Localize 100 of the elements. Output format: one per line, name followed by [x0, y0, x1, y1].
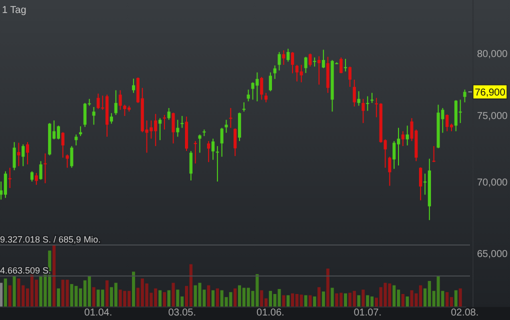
bar [300, 294, 303, 307]
bar [362, 290, 365, 307]
bar [88, 276, 91, 307]
bar [458, 288, 462, 307]
candlestick [357, 90, 360, 106]
candlestick [66, 154, 69, 168]
bar [216, 288, 219, 307]
candlestick [167, 108, 170, 120]
bar [406, 296, 409, 307]
bar [118, 290, 122, 307]
bar [357, 295, 360, 307]
candlestick [189, 150, 192, 181]
bar [286, 295, 290, 307]
candlestick [396, 127, 400, 166]
candlestick [388, 156, 392, 186]
candlestick [123, 104, 126, 116]
candlestick [304, 56, 308, 74]
bar [12, 276, 16, 307]
candlestick [322, 49, 325, 69]
bar [158, 290, 162, 307]
candlestick [61, 132, 64, 158]
bar [92, 287, 96, 307]
candlestick [344, 58, 348, 72]
bar [70, 284, 74, 307]
candlestick [74, 134, 78, 146]
bar [396, 290, 400, 307]
candlestick [180, 115, 184, 128]
y-tick-label: 75,000 [477, 111, 508, 122]
candlestick [348, 66, 352, 88]
bar [176, 290, 180, 307]
candlestick [282, 50, 286, 66]
candlestick [432, 146, 436, 163]
candlestick [96, 93, 100, 110]
bar [211, 290, 215, 307]
candlestick [246, 89, 250, 102]
y-tick-label: 70,000 [477, 178, 508, 189]
x-tick-label: 01.07. [354, 308, 382, 318]
bar [326, 268, 330, 307]
candlestick [162, 114, 166, 130]
bar [198, 282, 202, 307]
candlestick [198, 134, 202, 154]
bar [370, 296, 374, 307]
ref-line-label: 4.663.509 S. [0, 266, 52, 276]
candlestick [22, 144, 25, 167]
candlestick [56, 125, 60, 140]
bar [317, 287, 321, 307]
candlestick [366, 96, 370, 112]
candlestick [268, 72, 272, 92]
candlestick [70, 146, 74, 168]
candlestick [278, 52, 281, 71]
candlestick [308, 53, 312, 68]
candlestick [8, 167, 12, 189]
bar [0, 282, 3, 307]
candlestick [419, 166, 422, 201]
candlestick [290, 52, 294, 74]
candlestick [260, 76, 264, 100]
bar [454, 290, 458, 307]
candlestick [44, 152, 47, 184]
bar [17, 278, 20, 307]
candlestick [39, 160, 42, 180]
candlestick [26, 142, 30, 165]
candlestick [313, 56, 316, 68]
bar [308, 295, 312, 307]
bar [384, 282, 387, 307]
ref-line-label: 9.327.018 S. / 685,9 Mio. [0, 234, 101, 244]
bar [96, 290, 100, 307]
candlestick [458, 99, 462, 124]
bar [114, 282, 118, 307]
bar [410, 290, 414, 307]
candlestick [340, 56, 343, 74]
bar [304, 295, 308, 307]
candlestick [406, 125, 409, 146]
bar [290, 293, 294, 307]
bar [234, 288, 237, 307]
bar [366, 295, 370, 307]
candlestick [12, 142, 16, 171]
candlestick [392, 140, 396, 170]
candlestick [317, 56, 321, 86]
bar [4, 278, 8, 307]
bar [335, 293, 338, 307]
candlestick [207, 140, 210, 163]
bar [8, 285, 12, 307]
candlestick [4, 170, 8, 198]
bar [446, 292, 449, 307]
candlestick [92, 106, 96, 126]
bar [52, 245, 56, 307]
candlestick [224, 119, 228, 134]
candlestick [264, 92, 268, 103]
candlestick [17, 142, 20, 167]
bar [401, 294, 404, 307]
x-tick-label: 03.05. [168, 308, 196, 318]
candlestick [220, 127, 224, 158]
x-tick-label: 01.06. [256, 308, 284, 318]
candlestick [370, 92, 374, 104]
candlestick [251, 82, 254, 100]
candlestick [110, 112, 113, 124]
bar [238, 285, 242, 307]
candlestick [401, 130, 404, 147]
candlestick [352, 79, 356, 107]
annotation: 76,900 [474, 87, 506, 98]
